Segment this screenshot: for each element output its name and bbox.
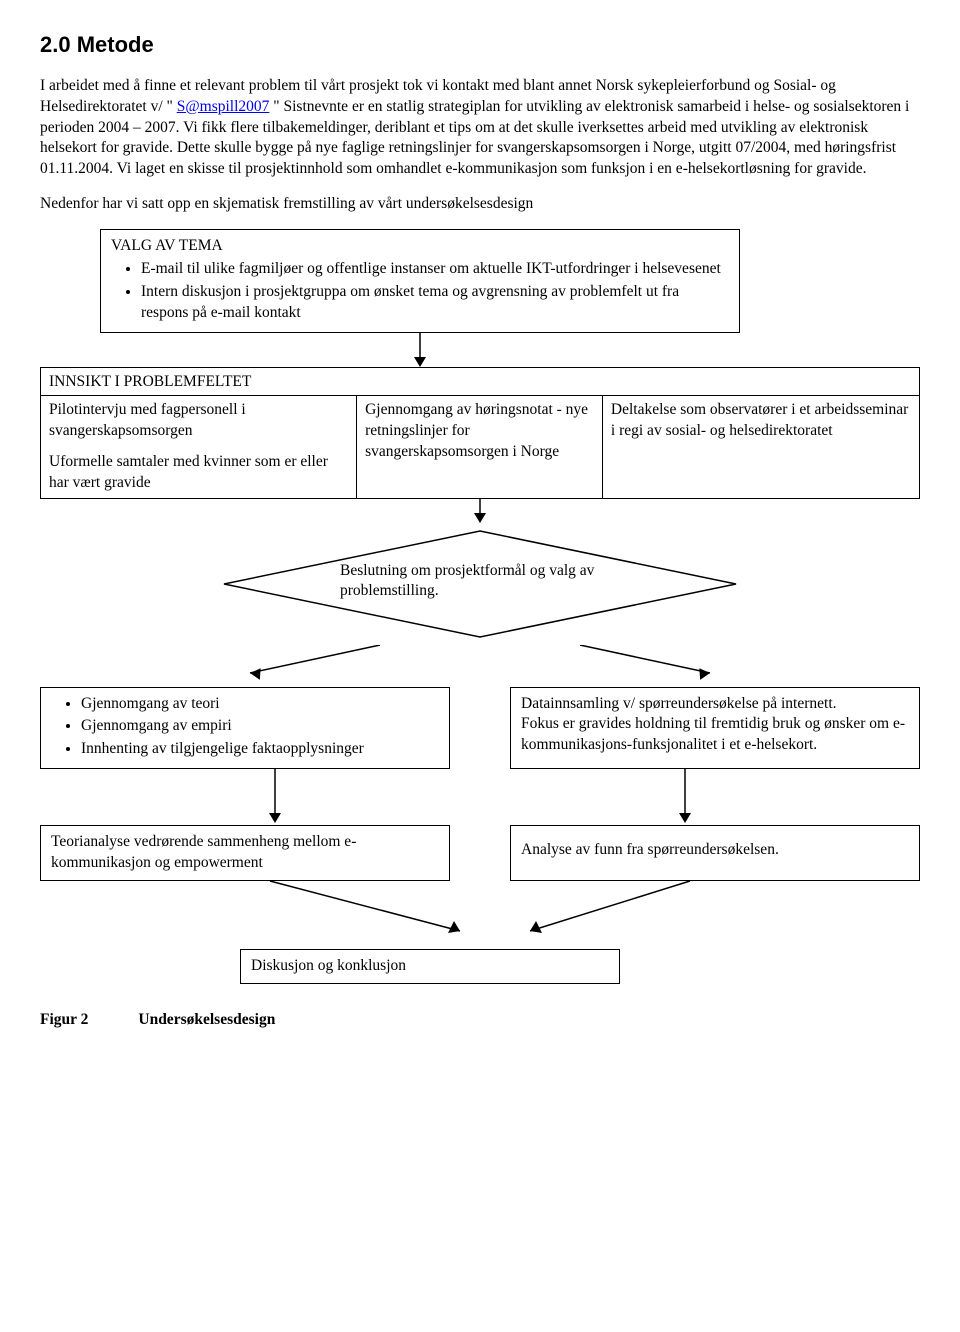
conclusion-box: Diskusjon og konklusjon	[240, 949, 620, 984]
insikt-col-3: Deltakelse som observatører i et arbeids…	[603, 395, 919, 498]
samspill-link[interactable]: S@mspill2007	[177, 98, 270, 115]
merge-arrows	[40, 875, 920, 945]
insikt-col-2: Gjennomgang av høringsnotat - nye retnin…	[357, 395, 603, 498]
theory-item: Gjennomgang av teori	[81, 694, 439, 715]
figure-title: Undersøkelsesdesign	[138, 1011, 275, 1028]
insikt-title: INNSIKT I PROBLEMFELTET	[41, 368, 919, 395]
theory-analysis-box: Teorianalyse vedrørende sammenheng mello…	[40, 825, 450, 881]
tema-box: VALG AV TEMA E-mail til ulike fagmiljøer…	[100, 229, 740, 333]
insikt-box: INNSIKT I PROBLEMFELTET Pilotintervju me…	[40, 367, 920, 499]
figure-label: Figur 2	[40, 1011, 88, 1028]
design-intro-paragraph: Nedenfor har vi satt opp en skjematisk f…	[40, 194, 920, 215]
down-arrows-row	[70, 769, 890, 823]
theory-list: Gjennomgang av teori Gjennomgang av empi…	[51, 694, 439, 761]
arrow-down-icon	[40, 499, 920, 523]
decision-node: Beslutning om prosjektformål og valg av …	[220, 529, 740, 639]
arrow-down-icon	[100, 333, 740, 367]
split-arrows	[40, 645, 920, 685]
survey-analysis-box: Analyse av funn fra spørreundersøkelsen.	[510, 825, 920, 881]
analysis-row: Teorianalyse vedrørende sammenheng mello…	[40, 825, 920, 881]
intro-paragraph: I arbeidet med å finne et relevant probl…	[40, 76, 920, 181]
method-row: Gjennomgang av teori Gjennomgang av empi…	[40, 687, 920, 770]
tema-item: Intern diskusjon i prosjektgruppa om øns…	[141, 282, 729, 324]
theory-item: Innhenting av tilgjengelige faktaopplysn…	[81, 739, 439, 760]
theory-box: Gjennomgang av teori Gjennomgang av empi…	[40, 687, 450, 770]
insikt-col1-b: Uformelle samtaler med kvinner som er el…	[49, 452, 348, 494]
data-collection-box: Datainnsamling v/ spørreundersøkelse på …	[510, 687, 920, 770]
arrow-down-icon	[265, 769, 285, 823]
tema-item: E-mail til ulike fagmiljøer og offentlig…	[141, 259, 729, 280]
figure-caption: Figur 2 Undersøkelsesdesign	[40, 1010, 920, 1031]
section-heading: 2.0 Metode	[40, 30, 920, 60]
theory-item: Gjennomgang av empiri	[81, 716, 439, 737]
arrow-down-icon	[675, 769, 695, 823]
decision-text: Beslutning om prosjektformål og valg av …	[340, 561, 620, 603]
insikt-col1-a: Pilotintervju med fagpersonell i svanger…	[49, 400, 348, 442]
research-design-diagram: VALG AV TEMA E-mail til ulike fagmiljøer…	[40, 229, 920, 984]
tema-list: E-mail til ulike fagmiljøer og offentlig…	[111, 259, 729, 324]
insikt-col-1: Pilotintervju med fagpersonell i svanger…	[41, 395, 357, 498]
tema-title: VALG AV TEMA	[111, 236, 729, 257]
